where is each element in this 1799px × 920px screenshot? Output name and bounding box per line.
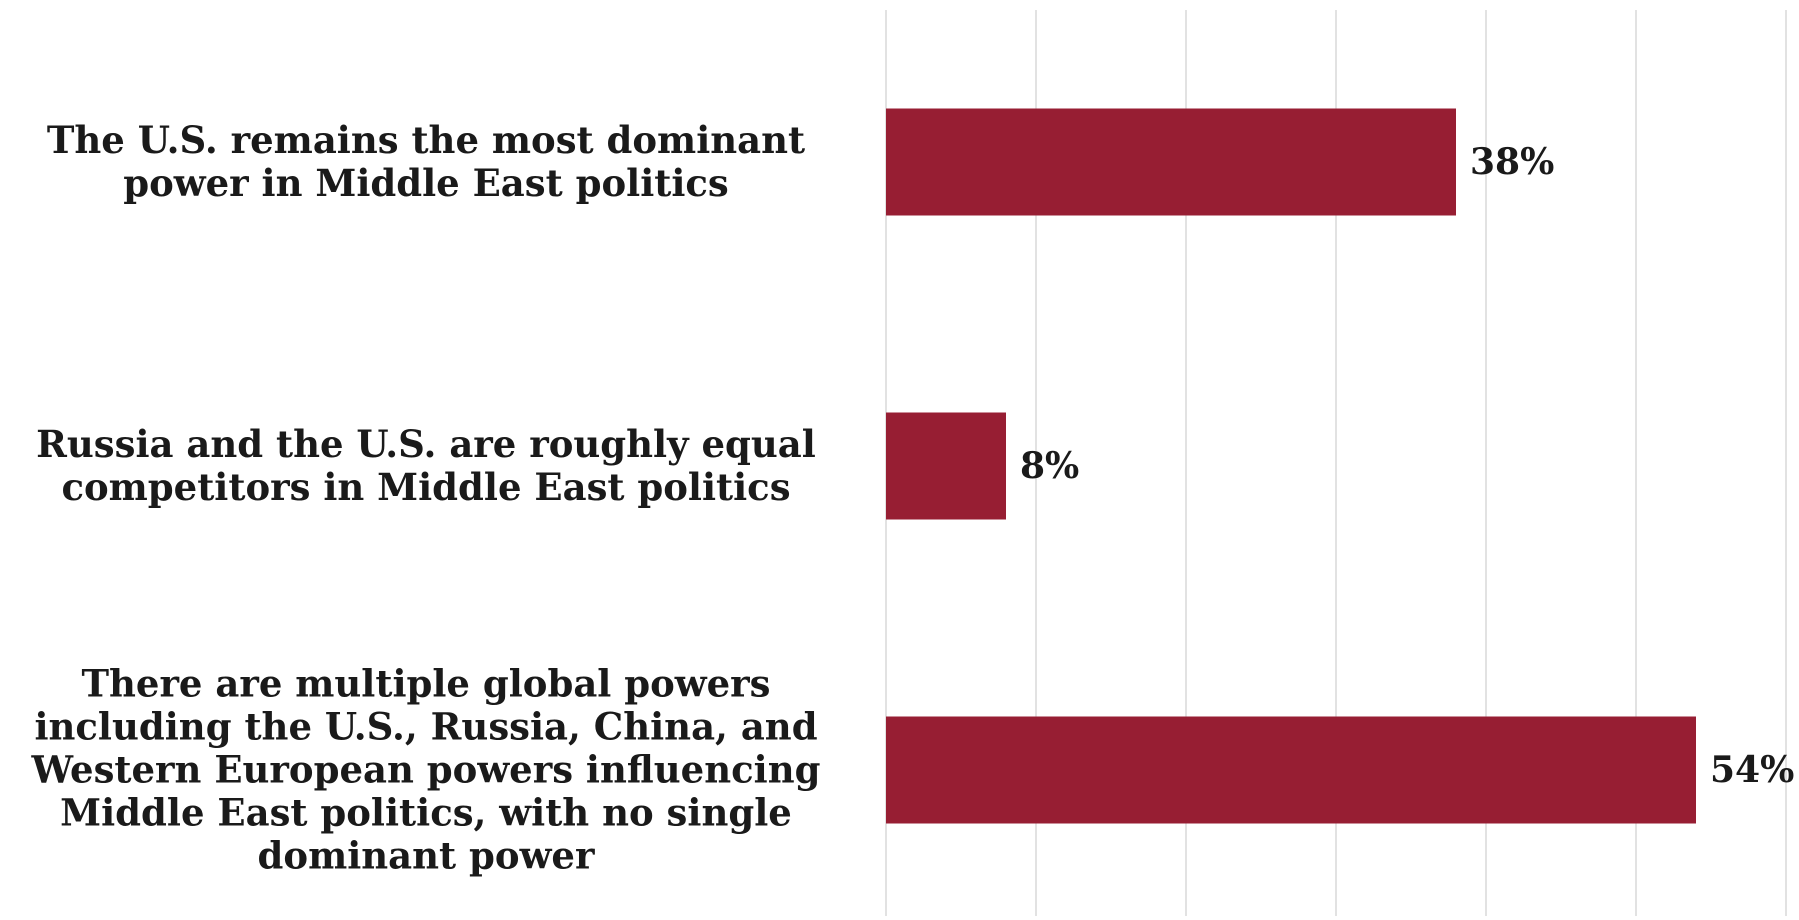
bar bbox=[886, 716, 1696, 824]
bar-value-label: 8% bbox=[1020, 445, 1079, 487]
bar-value-label: 54% bbox=[1710, 749, 1794, 791]
category-label: There are multiple global powers includi… bbox=[31, 661, 821, 878]
bar bbox=[886, 108, 1456, 216]
category-label: Russia and the U.S. are roughly equal co… bbox=[36, 422, 816, 509]
category-label: The U.S. remains the most dominant power… bbox=[46, 118, 806, 205]
bar bbox=[886, 412, 1006, 520]
bar-value-label: 38% bbox=[1470, 141, 1554, 183]
